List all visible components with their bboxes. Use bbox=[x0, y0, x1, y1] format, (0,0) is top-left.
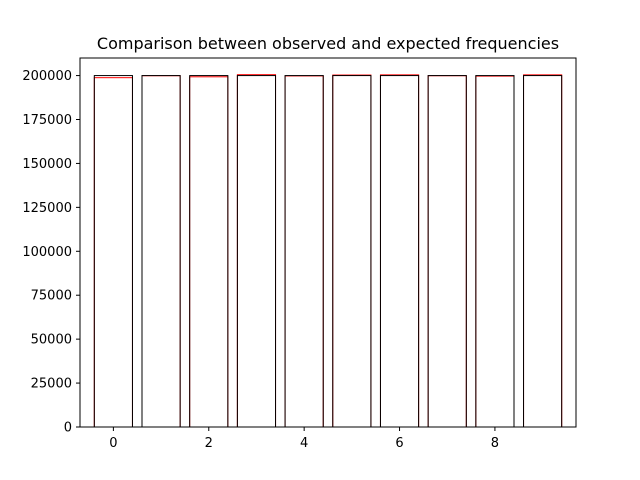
y-tick-label: 150000 bbox=[22, 157, 72, 172]
observed-bar-7 bbox=[427, 75, 467, 428]
observed-bar-0 bbox=[93, 77, 133, 428]
x-tick-label: 2 bbox=[205, 436, 213, 451]
x-tick-label: 0 bbox=[109, 436, 117, 451]
y-tick-label: 75000 bbox=[31, 289, 72, 304]
observed-bar-2 bbox=[189, 76, 229, 428]
observed-bar-1 bbox=[141, 75, 181, 428]
x-tick-label: 6 bbox=[395, 436, 403, 451]
y-tick-label: 100000 bbox=[22, 245, 72, 260]
x-tick-label: 4 bbox=[300, 436, 308, 451]
observed-bar-9 bbox=[523, 74, 563, 428]
x-tick-label: 8 bbox=[491, 436, 499, 451]
y-tick-label: 25000 bbox=[31, 377, 72, 392]
y-tick-label: 0 bbox=[64, 421, 72, 436]
plot-frame bbox=[79, 57, 577, 428]
y-tick-label: 200000 bbox=[22, 69, 72, 84]
observed-bar-3 bbox=[236, 74, 277, 428]
observed-bar-5 bbox=[332, 74, 372, 428]
y-tick-label: 50000 bbox=[31, 333, 72, 348]
observed-bar-4 bbox=[284, 75, 324, 428]
axes-group: 0 25000 50000 75000 100000 125000 150000 175000… bbox=[22, 57, 577, 451]
y-tick-label: 175000 bbox=[22, 113, 72, 128]
chart-title: Comparison between observed and expected… bbox=[97, 34, 559, 53]
y-tick-label: 125000 bbox=[22, 201, 72, 216]
observed-bar-6 bbox=[379, 74, 420, 428]
bars-group bbox=[93, 74, 563, 428]
observed-bar-8 bbox=[475, 75, 515, 428]
